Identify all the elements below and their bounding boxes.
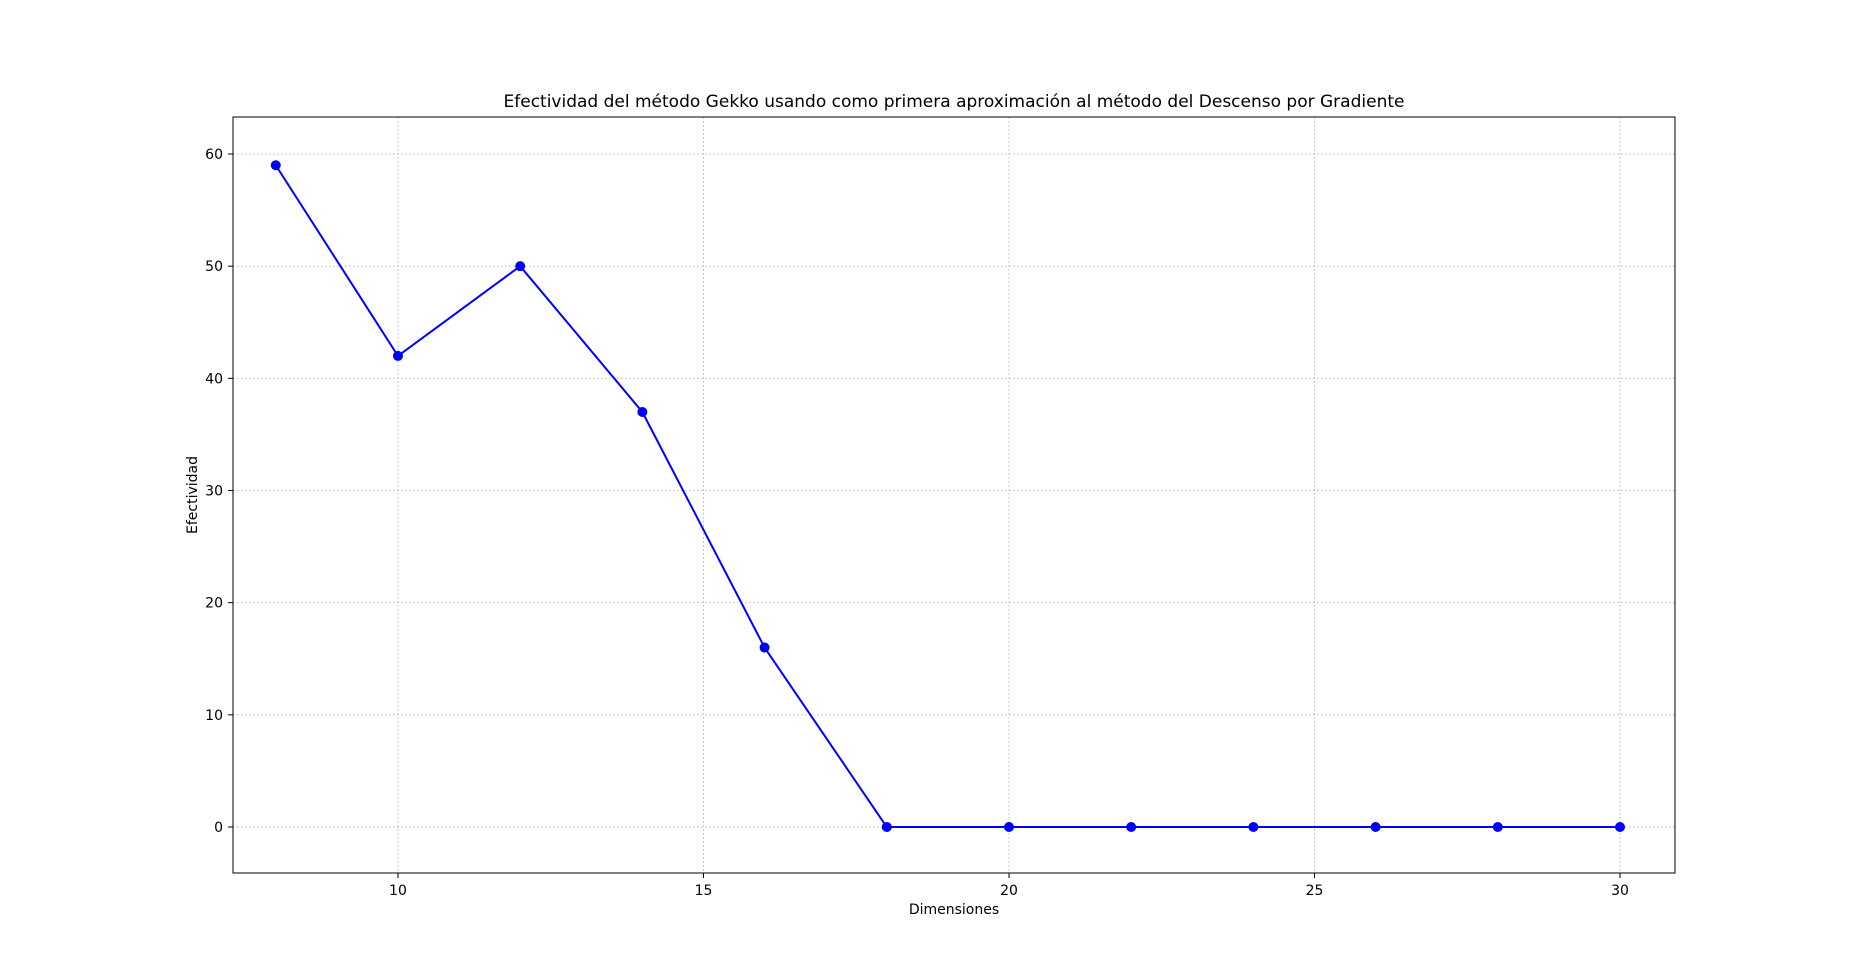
data-point-20 [1003, 822, 1014, 833]
data-point-18 [881, 822, 892, 833]
x-tick-label-25: 25 [1306, 883, 1324, 899]
data-point-22 [1126, 822, 1137, 833]
axis-ticks: 10 15 20 25 30 0 10 20 30 40 50 60 [205, 147, 1629, 899]
data-point-26 [1370, 822, 1381, 833]
series-line-0 [274, 164, 1621, 829]
x-tick-label-20: 20 [1000, 883, 1018, 899]
x-tick-label-15: 15 [695, 883, 713, 899]
data-point-12 [515, 261, 526, 272]
x-tick-label-30: 30 [1611, 883, 1629, 899]
data-point-30 [1615, 822, 1626, 833]
grid [233, 117, 1675, 873]
y-tick-label-20: 20 [205, 596, 223, 612]
data-point-16 [759, 642, 770, 653]
y-axis-label: Efectividad [185, 456, 201, 534]
data-point-8 [270, 160, 281, 171]
x-tick-label-10: 10 [389, 883, 407, 899]
y-tick-label-40: 40 [205, 371, 223, 387]
y-tick-label-0: 0 [214, 820, 223, 836]
data-point-24 [1248, 822, 1259, 833]
y-tick-label-30: 30 [205, 484, 223, 500]
chart-title: Efectividad del método Gekko usando como… [504, 92, 1405, 112]
y-tick-label-10: 10 [205, 708, 223, 724]
data-series [270, 160, 1626, 833]
y-tick-label-60: 60 [205, 147, 223, 163]
data-point-14 [637, 406, 648, 417]
y-tick-label-50: 50 [205, 259, 223, 275]
plot-area-frame [232, 116, 1676, 874]
data-point-10 [392, 350, 403, 361]
data-point-28 [1492, 822, 1503, 833]
x-axis-label: Dimensiones [909, 902, 999, 918]
